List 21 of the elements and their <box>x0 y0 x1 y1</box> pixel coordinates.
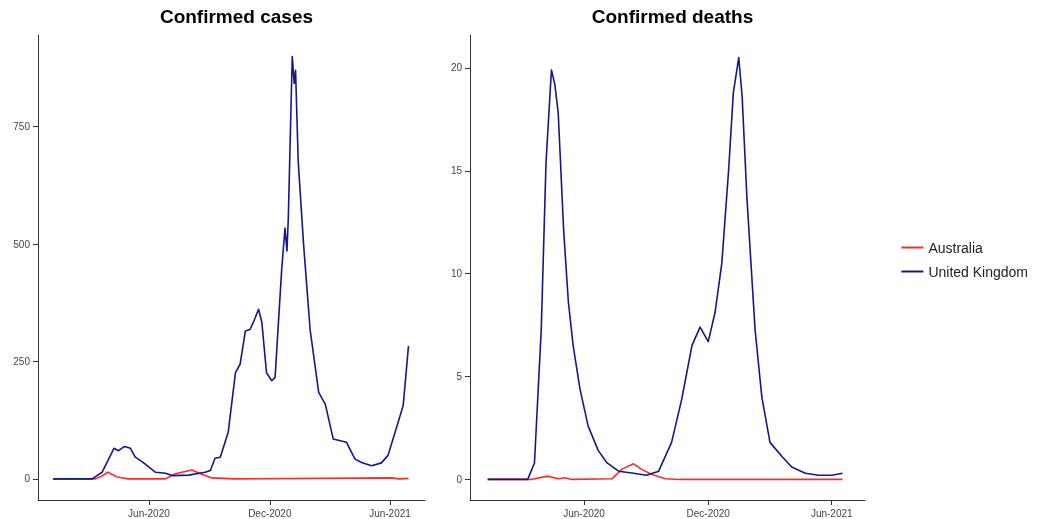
x-tick-label: Dec-2020 <box>686 507 731 519</box>
x-tick-label: Jun-2020 <box>128 507 171 519</box>
line-series <box>486 56 844 481</box>
legend-label: Australia <box>928 239 984 256</box>
x-tick-label: Jun-2021 <box>369 507 412 519</box>
y-tick-label: 10 <box>450 268 463 280</box>
y-tick-label: 5 <box>456 371 463 383</box>
y-tick-label: 500 <box>13 238 31 250</box>
chart-title: Confirmed cases <box>159 6 314 27</box>
y-tick-label: 250 <box>13 355 31 367</box>
y-tick-label: 0 <box>456 473 463 485</box>
y-tick-label: 0 <box>24 473 31 485</box>
y-tick-label: 15 <box>450 165 463 177</box>
legend-label: United Kingdom <box>928 263 1029 280</box>
chart-title: Confirmed deaths <box>591 6 754 27</box>
x-tick-label: Dec-2020 <box>248 507 292 519</box>
y-tick-label: 750 <box>13 121 31 133</box>
x-tick-label: Jun-2021 <box>810 507 854 519</box>
y-tick-label: 20 <box>450 62 463 74</box>
x-tick-label: Jun-2020 <box>563 507 606 519</box>
line-series <box>52 55 410 480</box>
